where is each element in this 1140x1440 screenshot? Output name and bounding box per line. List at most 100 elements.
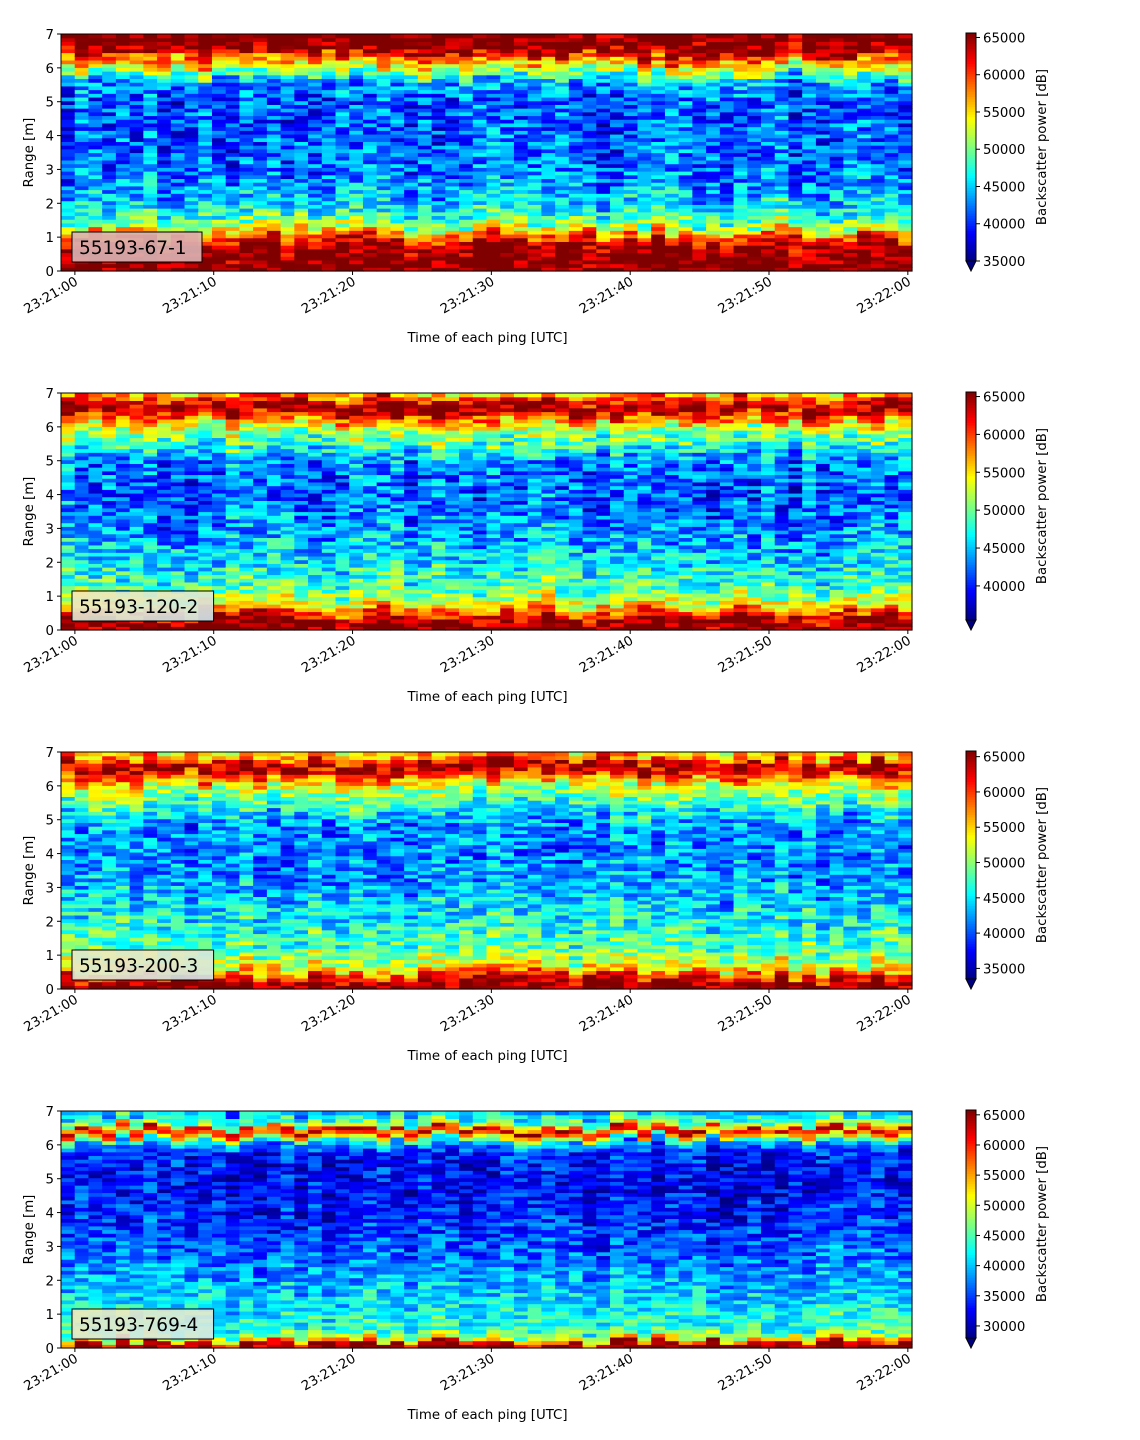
heatmap-cell	[116, 186, 130, 190]
heatmap-cell	[363, 56, 377, 60]
heatmap-cell	[720, 149, 734, 153]
heatmap-cell	[830, 264, 844, 268]
heatmap-cell	[734, 41, 748, 45]
heatmap-cell	[363, 223, 377, 227]
heatmap-cell	[596, 186, 610, 190]
heatmap-cell	[116, 197, 130, 201]
heatmap-cell	[541, 123, 555, 127]
heatmap-cell	[171, 423, 185, 427]
heatmap-cell	[885, 249, 899, 253]
heatmap-cell	[624, 249, 638, 253]
heatmap-cell	[185, 419, 199, 423]
heatmap-cell	[157, 49, 171, 53]
heatmap-cell	[473, 160, 487, 164]
heatmap-cell	[75, 204, 89, 208]
heatmap-cell	[281, 101, 295, 105]
heatmap-cell	[885, 252, 899, 256]
heatmap-cell	[171, 489, 185, 493]
heatmap-cell	[775, 149, 789, 153]
heatmap-cell	[541, 223, 555, 227]
heatmap-cell	[473, 238, 487, 242]
heatmap-cell	[637, 252, 651, 256]
heatmap-cell	[473, 93, 487, 97]
heatmap-cell	[198, 423, 212, 427]
heatmap-cell	[555, 234, 569, 238]
heatmap-cell	[75, 456, 89, 460]
heatmap-cell	[226, 45, 240, 49]
heatmap-cell	[226, 582, 240, 586]
heatmap-cell	[747, 234, 761, 238]
heatmap-cell	[143, 86, 157, 90]
heatmap-cell	[226, 238, 240, 242]
heatmap-cell	[212, 260, 226, 264]
heatmap-cell	[61, 101, 75, 105]
heatmap-cell	[377, 141, 391, 145]
heatmap-cell	[418, 64, 432, 68]
heatmap-cell	[377, 249, 391, 253]
heatmap-cell	[239, 245, 253, 249]
x-axis-label: Time of each ping [UTC]	[406, 331, 567, 346]
heatmap-cell	[239, 171, 253, 175]
heatmap-cell	[637, 60, 651, 64]
heatmap-cell	[720, 238, 734, 242]
heatmap-cell	[130, 67, 144, 71]
heatmap-cell	[226, 430, 240, 434]
heatmap-cell	[445, 178, 459, 182]
heatmap-cell	[212, 193, 226, 197]
heatmap-cell	[308, 264, 322, 268]
heatmap-cell	[281, 67, 295, 71]
heatmap-cell	[857, 260, 871, 264]
heatmap-cell	[624, 90, 638, 94]
heatmap-cell	[143, 523, 157, 527]
heatmap-cell	[349, 127, 363, 131]
heatmap-cell	[130, 445, 144, 449]
heatmap-cell	[857, 227, 871, 231]
heatmap-cell	[130, 182, 144, 186]
heatmap-cell	[143, 45, 157, 49]
heatmap-cell	[75, 78, 89, 82]
heatmap-cell	[281, 123, 295, 127]
heatmap-cell	[294, 227, 308, 231]
heatmap-cell	[432, 153, 446, 157]
heatmap-cell	[185, 560, 199, 564]
heatmap-cell	[157, 504, 171, 508]
heatmap-cell	[157, 134, 171, 138]
heatmap-cell	[596, 145, 610, 149]
heatmap-cell	[239, 34, 253, 38]
heatmap-cell	[679, 234, 693, 238]
heatmap-cell	[487, 212, 501, 216]
heatmap-cell	[692, 134, 706, 138]
heatmap-cell	[761, 119, 775, 123]
heatmap-cell	[679, 64, 693, 68]
heatmap-cell	[761, 108, 775, 112]
heatmap-cell	[665, 60, 679, 64]
heatmap-cell	[198, 419, 212, 423]
heatmap-cell	[322, 186, 336, 190]
heatmap-cell	[637, 38, 651, 42]
heatmap-cell	[775, 175, 789, 179]
heatmap-cell	[802, 160, 816, 164]
heatmap-cell	[637, 112, 651, 116]
heatmap-cell	[157, 64, 171, 68]
heatmap-cell	[349, 219, 363, 223]
heatmap-cell	[802, 197, 816, 201]
heatmap-cell	[116, 134, 130, 138]
heatmap-cell	[816, 171, 830, 175]
heatmap-cell	[171, 515, 185, 519]
heatmap-cell	[775, 123, 789, 127]
heatmap-cell	[75, 574, 89, 578]
heatmap-cell	[802, 156, 816, 160]
heatmap-cell	[487, 60, 501, 64]
heatmap-cell	[253, 219, 267, 223]
heatmap-cell	[761, 60, 775, 64]
heatmap-cell	[157, 578, 171, 582]
heatmap-cell	[198, 186, 212, 190]
heatmap-cell	[541, 101, 555, 105]
heatmap-cell	[143, 500, 157, 504]
heatmap-cell	[692, 182, 706, 186]
heatmap-cell	[88, 393, 102, 397]
heatmap-cell	[281, 230, 295, 234]
heatmap-cell	[871, 197, 885, 201]
heatmap-cell	[761, 241, 775, 245]
heatmap-cell	[102, 449, 116, 453]
